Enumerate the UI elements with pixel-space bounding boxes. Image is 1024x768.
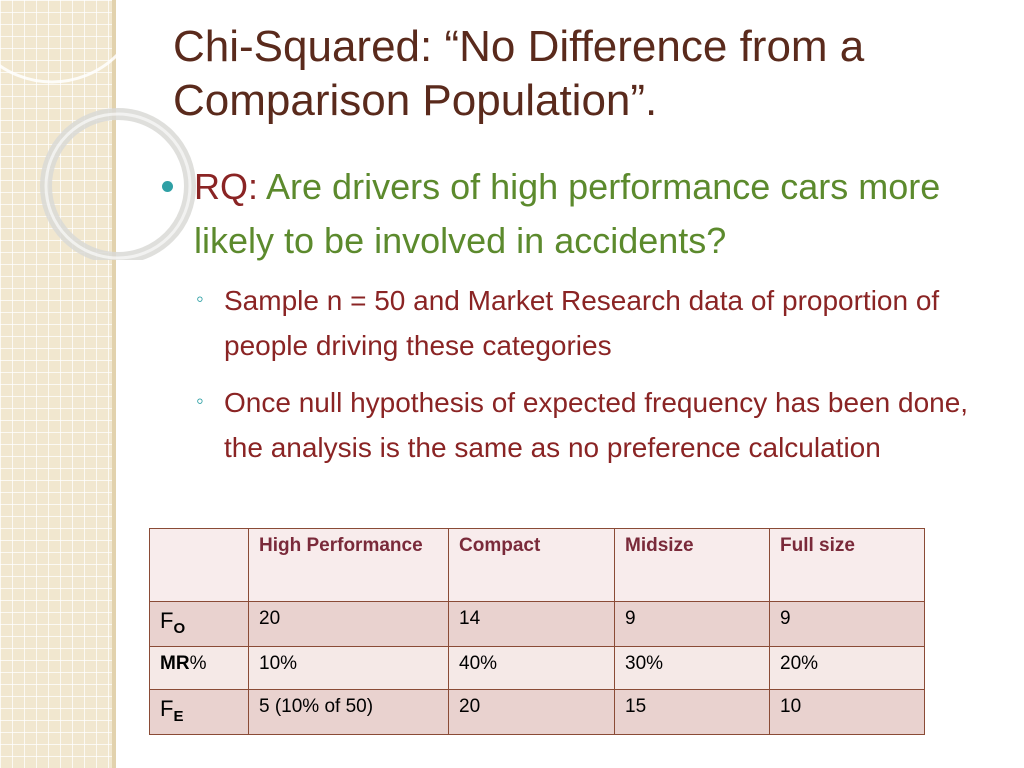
row-label-mr: MR% [149,646,249,690]
table-cell: 10% [248,646,449,690]
decorative-grid-strip [0,0,112,768]
table-row: MR% 10% 40% 30% 20% [149,646,925,690]
research-question-bullet: RQ: Are drivers of high performance cars… [194,160,984,268]
sub-bullet-null-hypothesis: Once null hypothesis of expected frequen… [224,387,969,463]
table-header-compact: Compact [448,528,615,602]
table-cell: 5 (10% of 50) [248,689,449,735]
table-row: FE 5 (10% of 50) 20 15 10 [149,689,925,735]
strip-border [112,0,116,768]
rq-text: Are drivers of high performance cars mor… [194,166,941,261]
filled-circle-bullet-icon [162,181,173,192]
decorative-rings [0,0,196,260]
hollow-circle-bullet-icon: ◦ [196,388,204,413]
table-cell: 14 [448,601,615,647]
table-header-empty [149,528,249,602]
table-cell: 10 [769,689,925,735]
hollow-circle-bullet-icon: ◦ [196,286,204,311]
table-row: FO 20 14 9 9 [149,601,925,647]
rq-prefix: RQ: [194,166,259,207]
frequency-table: High Performance Compact Midsize Full si… [149,528,925,735]
table-cell: 20 [248,601,449,647]
table-header-midsize: Midsize [614,528,770,602]
table-cell: 40% [448,646,615,690]
table-header-row: High Performance Compact Midsize Full si… [149,528,925,602]
row-label-fe: FE [149,689,249,735]
table-header-high-performance: High Performance [248,528,449,602]
table-cell: 9 [614,601,770,647]
table-cell: 15 [614,689,770,735]
table-cell: 20 [448,689,615,735]
table-cell: 30% [614,646,770,690]
row-label-fo: FO [149,601,249,647]
ring-middle-highlight [44,112,192,260]
sub-bullet-sample: Sample n = 50 and Market Research data o… [224,285,940,361]
slide-title: Chi-Squared: “No Difference from a Compa… [173,22,865,125]
ring-top [0,0,145,84]
table-cell: 9 [769,601,925,647]
table-header-full-size: Full size [769,528,925,602]
table-cell: 20% [769,646,925,690]
